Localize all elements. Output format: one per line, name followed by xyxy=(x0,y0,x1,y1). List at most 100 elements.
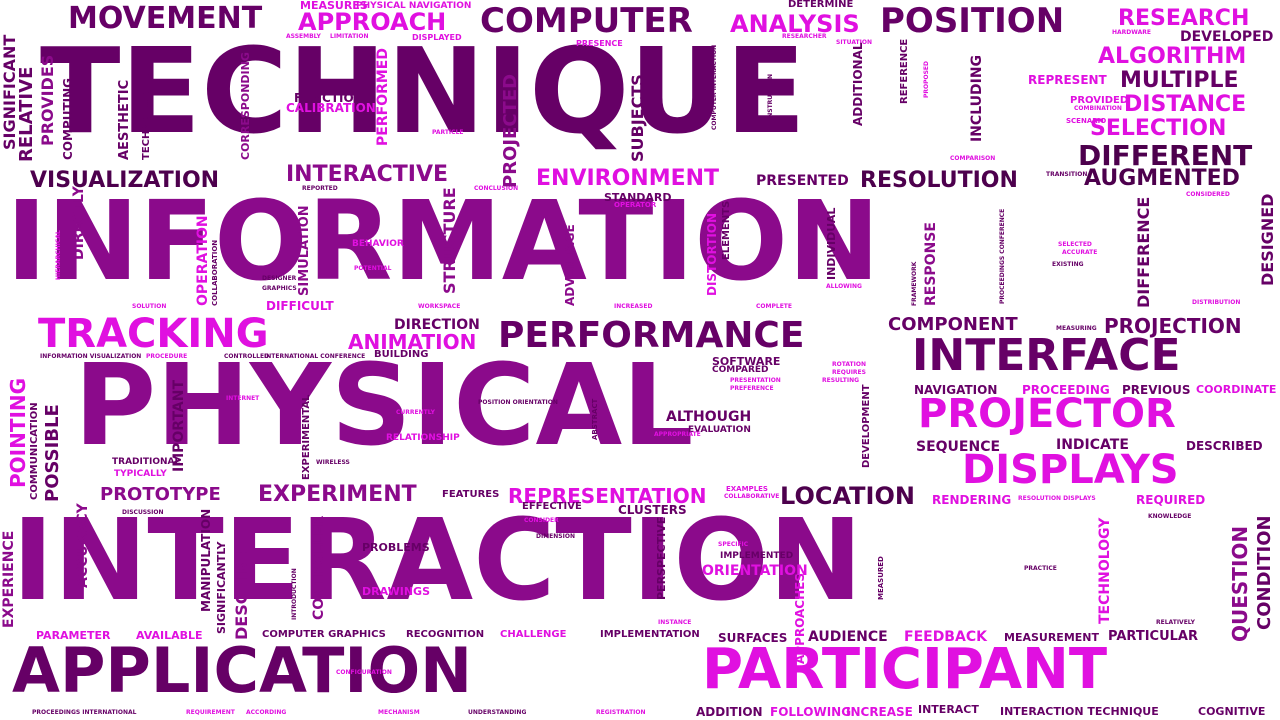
word-question: QUESTION xyxy=(1228,525,1252,642)
word-information-visualization: INFORMATION VISUALIZATION xyxy=(40,353,142,360)
word-although: ALTHOUGH xyxy=(666,409,752,425)
word-consider: CONSIDER xyxy=(524,517,559,524)
word-operator: OPERATOR xyxy=(614,201,657,209)
word-challenge: CHALLENGE xyxy=(500,629,567,640)
word-hierarchical: HIERARCHICAL xyxy=(55,230,62,280)
word-interactive: INTERACTIVE xyxy=(286,162,448,187)
word-implementation: IMPLEMENTATION xyxy=(600,629,700,640)
word-problems: PROBLEMS xyxy=(362,541,430,554)
word-parameter: PARAMETER xyxy=(36,629,111,642)
word-relatively: RELATIVELY xyxy=(1156,619,1196,626)
word-conclusion: CONCLUSION xyxy=(474,185,519,192)
word-communication: COMMUNICATION xyxy=(29,402,40,500)
word-clusters: CLUSTERS xyxy=(618,503,687,517)
word-technologies: TECHNOLOGIES xyxy=(141,73,152,160)
word-increased: INCREASED xyxy=(614,303,653,310)
word-resolution-displays: RESOLUTION DISPLAYS xyxy=(1018,495,1096,502)
word-approach: APPROACH xyxy=(298,8,447,36)
word-environment: ENVIRONMENT xyxy=(536,166,720,191)
word-development: DEVELOPMENT xyxy=(861,384,872,468)
word-provides: PROVIDES xyxy=(38,54,57,146)
word-position: POSITION xyxy=(880,1,1065,41)
word-international-conference: INTERNATIONAL CONFERENCE xyxy=(264,353,366,360)
word-implemented: IMPLEMENTED xyxy=(720,551,794,561)
word-experimental: EXPERIMENTAL xyxy=(301,394,312,480)
word-research: RESEARCH xyxy=(1118,6,1250,31)
word-instruction: INSTRUCTION xyxy=(767,73,774,120)
word-presented: PRESENTED xyxy=(756,173,849,189)
word-perspective: PERSPECTIVE xyxy=(655,516,668,600)
word-distance: DISTANCE xyxy=(1124,92,1247,117)
word-distribution: DISTRIBUTION xyxy=(1192,299,1241,306)
word-information: INFORMATION xyxy=(6,177,880,305)
word-resolution: RESOLUTION xyxy=(860,168,1018,193)
word-prototype: PROTOTYPE xyxy=(100,484,221,505)
word-multiple: MULTIPLE xyxy=(1120,68,1239,93)
word-allowing: ALLOWING xyxy=(826,283,862,290)
word-building: BUILDING xyxy=(374,349,429,360)
word-visualization: VISUALIZATION xyxy=(30,168,220,193)
word-navigation: NAVIGATION xyxy=(914,383,998,397)
word-projector: PROJECTOR xyxy=(918,391,1176,437)
word-available: AVAILABLE xyxy=(136,629,203,642)
word-proceedings-international: PROCEEDINGS INTERNATIONAL xyxy=(32,709,137,716)
word-existing: EXISTING xyxy=(1052,261,1084,268)
word-examples: EXAMPLES xyxy=(726,485,768,493)
word-behavior: BEHAVIOR xyxy=(352,239,404,249)
word-measures: MEASURES xyxy=(300,0,368,12)
word-structure: STRUCTURE xyxy=(440,187,459,294)
word-previous: PREVIOUS xyxy=(1122,383,1191,397)
word-function: FUNCTION xyxy=(294,91,364,105)
word-preference: PREFERENCE xyxy=(730,385,774,392)
word-condition: CONDITION xyxy=(1254,515,1275,630)
word-workspace: WORKSPACE xyxy=(418,303,461,310)
word-mechanism: MECHANISM xyxy=(378,709,420,716)
word-proceeding: PROCEEDING xyxy=(1022,383,1110,397)
word-representation: REPRESENTATION xyxy=(508,484,707,508)
word-following: FOLLOWING xyxy=(770,705,852,719)
word-important: IMPORTANT xyxy=(171,379,187,472)
word-projection: PROJECTION xyxy=(1104,314,1242,338)
word-accuracy: ACCURACY xyxy=(75,503,91,588)
word-directly: DIRECTLY xyxy=(71,186,87,260)
word-evaluation: EVALUATION xyxy=(688,425,751,435)
word-orientation: ORIENTATION xyxy=(702,563,808,579)
word-effective: EFFECTIVE xyxy=(522,501,582,512)
word-solution: SOLUTION xyxy=(132,303,167,310)
word-compared: COMPARED xyxy=(712,365,769,375)
word-resulting: RESULTING xyxy=(822,377,860,384)
word-interface: INTERFACE xyxy=(912,330,1181,381)
word-pointing: POINTING xyxy=(6,377,30,488)
word-software: SOFTWARE xyxy=(712,355,781,368)
word-particle: PARTICLE xyxy=(432,129,464,136)
word-described: DESCRIBED xyxy=(1186,439,1263,453)
word-presence: PRESENCE xyxy=(576,39,623,48)
word-approaches: APPROACHES xyxy=(793,573,807,664)
word-measuring: MEASURING xyxy=(1056,325,1097,332)
word-requires: REQUIRES xyxy=(832,369,866,376)
word-physical-navigation: PHYSICAL NAVIGATION xyxy=(356,1,472,11)
word-performance: PERFORMANCE xyxy=(498,315,805,356)
word-indicate: INDICATE xyxy=(1056,437,1129,453)
word-transition: TRANSITION xyxy=(1046,171,1088,178)
word-increase: INCREASE xyxy=(846,705,913,719)
word-elements: ELEMENTS xyxy=(721,200,732,260)
word-physical: PHYSICAL xyxy=(74,341,694,471)
word-rotation: ROTATION xyxy=(832,361,866,368)
word-relative: RELATIVE xyxy=(16,66,37,162)
word-framework: FRAMEWORK xyxy=(911,261,918,306)
word-individual: INDIVIDUAL xyxy=(825,207,838,280)
word-understanding: UNDERSTANDING xyxy=(468,709,527,716)
word-considered: CONSIDERED xyxy=(1186,191,1230,198)
word-designer: DESIGNER xyxy=(262,275,297,282)
word-additional: ADDITIONAL xyxy=(851,42,865,126)
word-significantly: SIGNIFICANTLY xyxy=(215,541,228,634)
word-abstract: ABSTRACT xyxy=(591,398,599,440)
word-possible: POSSIBLE xyxy=(42,404,63,502)
word-specific: SPECIFIC xyxy=(718,541,749,548)
word-component: COMPONENT xyxy=(888,314,1018,335)
word-participant: PARTICIPANT xyxy=(702,637,1108,702)
word-typically: TYPICALLY xyxy=(114,469,167,479)
word-operation: OPERATION xyxy=(195,215,211,306)
